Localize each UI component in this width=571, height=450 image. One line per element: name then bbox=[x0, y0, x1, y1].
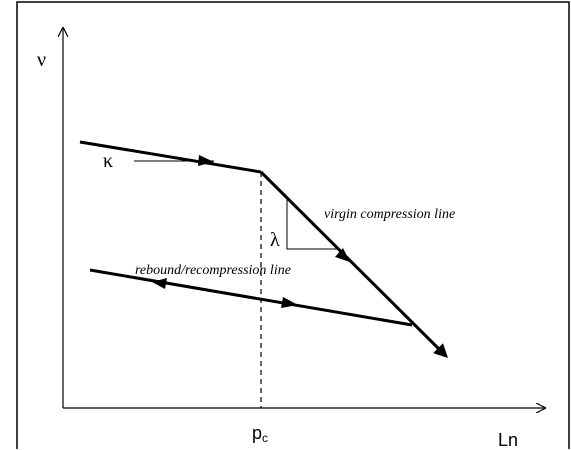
y-axis-label: ν bbox=[37, 49, 46, 71]
virgin-line-arrow bbox=[335, 248, 350, 262]
kappa-symbol: κ bbox=[103, 150, 113, 172]
recompression-line-arrow bbox=[281, 297, 298, 308]
pc-subscript: c bbox=[262, 431, 268, 445]
figure-border bbox=[16, 1, 570, 449]
pc-base: p bbox=[252, 423, 262, 443]
virgin-line-label: virgin compression line bbox=[324, 207, 455, 222]
rebound-line-label: rebound/recompression line bbox=[135, 263, 291, 278]
upper-unloading-line bbox=[79, 140, 262, 174]
lambda-slope-triangle bbox=[286, 198, 340, 250]
rebound-recompression-line bbox=[89, 268, 413, 327]
lambda-symbol: λ bbox=[270, 229, 280, 251]
pc-label: pc bbox=[252, 423, 268, 445]
rebound-line-arrow bbox=[152, 278, 167, 289]
virgin-compression-line bbox=[259, 170, 448, 358]
x-axis-label: Ln bbox=[498, 430, 518, 450]
